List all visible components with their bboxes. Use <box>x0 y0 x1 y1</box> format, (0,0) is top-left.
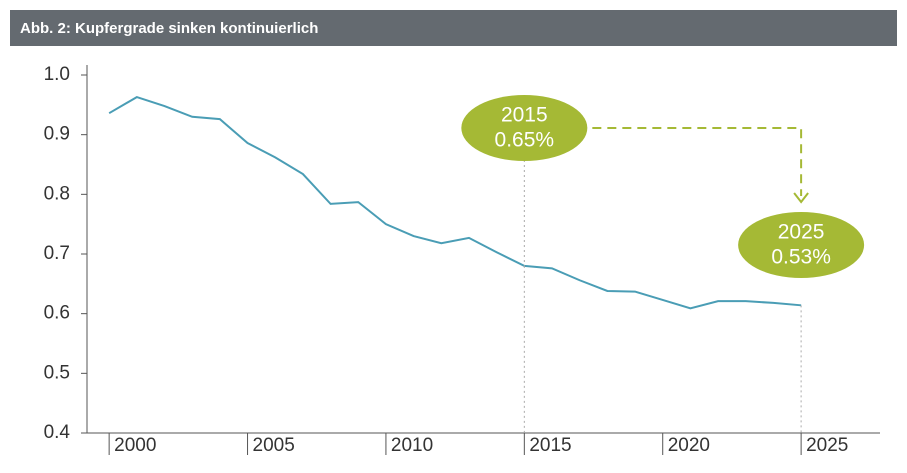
y-tick-label: 0.5 <box>44 362 70 383</box>
y-tick-label: 1.0 <box>44 64 70 85</box>
header-bar <box>10 10 897 46</box>
y-tick-label: 0.8 <box>44 183 70 204</box>
chart-title: Abb. 2: Kupfergrade sinken kontinuierlic… <box>20 20 318 37</box>
x-tick-label: 2020 <box>668 435 710 456</box>
annotation-text: 0.65% <box>495 129 555 152</box>
x-tick-label: 2010 <box>391 435 433 456</box>
x-tick-label: 2025 <box>806 435 848 456</box>
y-tick-label: 0.9 <box>44 124 70 145</box>
x-tick-label: 2015 <box>529 435 571 456</box>
arrow-head <box>793 192 809 204</box>
annotation-text: 2015 <box>501 104 548 127</box>
annotation-text: 2025 <box>778 221 825 244</box>
annotation-arrow <box>592 127 803 196</box>
y-tick-label: 0.4 <box>44 422 71 443</box>
x-tick-label: 2005 <box>253 435 295 456</box>
y-tick-label: 0.7 <box>44 243 70 264</box>
annotation-bubble <box>461 95 588 161</box>
x-tick-label: 2000 <box>114 435 156 456</box>
data-line <box>108 95 802 310</box>
annotation-bubble <box>738 212 865 278</box>
annotation-text: 0.53% <box>771 246 831 269</box>
y-tick-label: 0.6 <box>44 303 70 324</box>
